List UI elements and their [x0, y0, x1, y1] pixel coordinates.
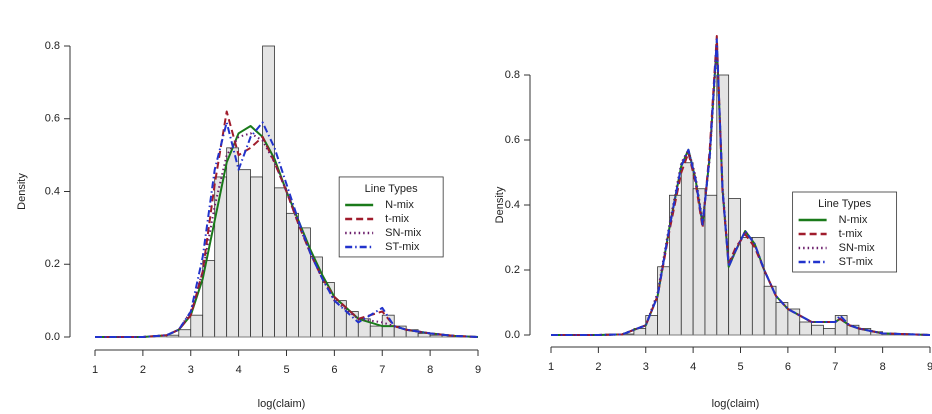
- legend-label: ST-mix: [385, 241, 420, 253]
- x-tick-label: 8: [880, 361, 886, 373]
- x-tick-label: 3: [188, 364, 194, 376]
- hist-bar: [178, 329, 192, 338]
- x-tick-label: 7: [379, 364, 385, 376]
- legend-label: N-mix: [839, 214, 868, 226]
- legend-label: N-mix: [385, 199, 414, 211]
- x-tick-label: 4: [236, 364, 242, 376]
- legend-label: t-mix: [839, 228, 863, 240]
- y-tick-label: 0.2: [505, 264, 520, 276]
- legend-box: [792, 191, 898, 273]
- y-tick-label: 0.8: [505, 69, 520, 81]
- y-tick-label: 0.8: [45, 40, 60, 52]
- x-tick-label: 2: [595, 361, 601, 373]
- x-tick-label: 9: [475, 364, 481, 376]
- legend-title: Line Types: [818, 198, 872, 210]
- hist-bar: [704, 194, 718, 336]
- hist-bar: [740, 237, 753, 336]
- x-tick-label: 1: [92, 364, 98, 376]
- x-tick-label: 8: [427, 364, 433, 376]
- y-tick-label: 0.6: [45, 113, 60, 125]
- legend-label: t-mix: [385, 213, 409, 225]
- hist-bar: [274, 187, 287, 338]
- hist-bar: [728, 198, 741, 336]
- hist-bar: [190, 314, 204, 338]
- y-axis-label: Density: [16, 173, 28, 210]
- hist-bar: [823, 328, 836, 336]
- density-curve: [551, 38, 931, 336]
- panel: 1 2 3 4 5 6 7 8 9 0.0 0.2 0.4 0.6 0.8 log(claim) Densit…: [16, 40, 481, 410]
- hist-bar: [238, 169, 251, 338]
- y-tick-label: 0.6: [505, 134, 520, 146]
- legend-box: [338, 176, 444, 258]
- y-tick-label: 0.4: [45, 185, 60, 197]
- hist-bar: [799, 321, 812, 336]
- hist-bar: [680, 162, 694, 336]
- y-tick-label: 0.2: [45, 258, 60, 270]
- x-tick-label: 9: [927, 361, 932, 373]
- x-tick-label: 6: [331, 364, 337, 376]
- hist-bar: [226, 147, 240, 338]
- hist-bar: [250, 176, 263, 338]
- y-axis-label: Density: [494, 186, 506, 223]
- x-tick-label: 5: [737, 361, 743, 373]
- hist-bar: [286, 212, 299, 338]
- hist-bar: [262, 45, 275, 338]
- x-tick-label: 6: [785, 361, 791, 373]
- legend-title: Line Types: [365, 183, 419, 195]
- x-tick-label: 4: [690, 361, 696, 373]
- x-tick-label: 1: [548, 361, 554, 373]
- x-tick-label: 7: [832, 361, 838, 373]
- y-tick-label: 0.4: [505, 199, 520, 211]
- legend-label: SN-mix: [839, 242, 876, 254]
- panel: 1 2 3 4 5 6 7 8 9 0.0 0.2 0.4 0.6 0.8 log(claim) Densit…: [494, 35, 932, 410]
- density-curve: [551, 44, 931, 336]
- legend-label: ST-mix: [839, 256, 874, 268]
- x-tick-label: 3: [643, 361, 649, 373]
- x-axis-label: log(claim): [712, 398, 760, 410]
- y-tick-label: 0.0: [45, 331, 60, 343]
- hist-bar: [369, 325, 383, 338]
- legend-label: SN-mix: [385, 227, 422, 239]
- y-tick-label: 0.0: [505, 329, 520, 341]
- x-tick-label: 2: [140, 364, 146, 376]
- hist-bar: [345, 311, 359, 338]
- density-curve: [95, 132, 479, 338]
- x-axis-label: log(claim): [258, 398, 306, 410]
- hist-bar: [310, 256, 323, 338]
- x-tick-label: 5: [283, 364, 289, 376]
- hist-bar: [657, 266, 670, 336]
- hist-bar: [811, 324, 824, 336]
